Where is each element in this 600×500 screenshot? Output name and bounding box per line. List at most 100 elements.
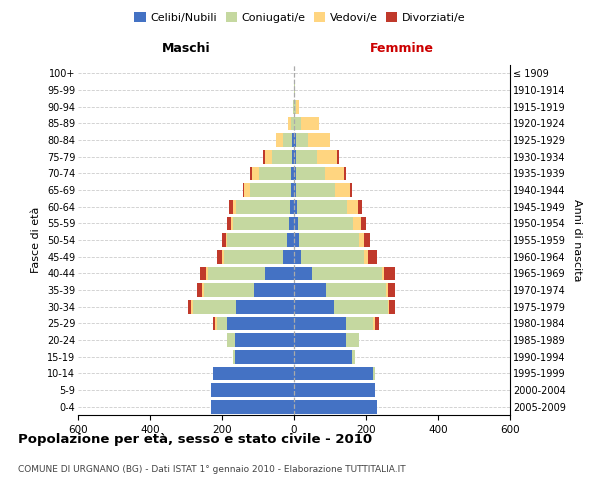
Bar <box>297 200 347 213</box>
Bar <box>191 300 193 314</box>
Bar <box>344 166 346 180</box>
Text: Popolazione per età, sesso e stato civile - 2010: Popolazione per età, sesso e stato civil… <box>18 432 372 446</box>
Bar <box>290 200 294 213</box>
Bar <box>294 283 326 297</box>
Bar <box>325 166 344 180</box>
Bar <box>263 150 265 164</box>
Bar <box>375 316 379 330</box>
Bar <box>368 250 377 264</box>
Bar <box>265 150 272 164</box>
Bar <box>211 400 294 413</box>
Bar <box>229 200 233 213</box>
Y-axis label: Fasce di età: Fasce di età <box>31 207 41 273</box>
Bar <box>347 200 358 213</box>
Bar <box>359 233 364 247</box>
Bar <box>294 116 301 130</box>
Y-axis label: Anni di nascita: Anni di nascita <box>572 198 583 281</box>
Bar <box>364 233 370 247</box>
Bar <box>222 233 226 247</box>
Bar <box>236 300 294 314</box>
Bar <box>294 166 296 180</box>
Bar <box>389 300 395 314</box>
Bar <box>233 216 289 230</box>
Bar <box>373 366 375 380</box>
Bar <box>227 233 287 247</box>
Bar <box>250 166 251 180</box>
Text: COMUNE DI URGNANO (BG) - Dati ISTAT 1° gennaio 2010 - Elaborazione TUTTITALIA.IT: COMUNE DI URGNANO (BG) - Dati ISTAT 1° g… <box>18 466 406 474</box>
Bar <box>294 266 312 280</box>
Bar <box>382 266 384 280</box>
Bar <box>251 166 259 180</box>
Bar <box>254 283 294 297</box>
Bar <box>292 150 294 164</box>
Bar <box>283 250 294 264</box>
Bar <box>217 316 227 330</box>
Bar <box>294 250 301 264</box>
Bar <box>301 116 319 130</box>
Bar <box>213 316 215 330</box>
Bar <box>317 150 337 164</box>
Bar <box>294 300 334 314</box>
Bar <box>296 150 317 164</box>
Bar <box>227 216 231 230</box>
Bar <box>298 216 353 230</box>
Bar <box>353 216 361 230</box>
Bar <box>291 183 294 197</box>
Bar <box>358 200 362 213</box>
Bar <box>272 150 292 164</box>
Bar <box>294 366 373 380</box>
Bar <box>197 283 202 297</box>
Bar <box>294 333 346 347</box>
Text: Femmine: Femmine <box>370 42 434 55</box>
Bar <box>294 100 296 114</box>
Bar <box>226 233 227 247</box>
Bar <box>294 216 298 230</box>
Bar <box>233 350 235 364</box>
Bar <box>352 350 355 364</box>
Bar <box>208 266 265 280</box>
Bar <box>215 316 217 330</box>
Bar <box>206 266 208 280</box>
Bar <box>292 133 294 147</box>
Bar <box>296 166 325 180</box>
Bar <box>222 250 224 264</box>
Bar <box>294 316 346 330</box>
Bar <box>265 266 294 280</box>
Bar <box>283 133 292 147</box>
Bar <box>213 366 294 380</box>
Bar <box>288 116 291 130</box>
Bar <box>337 150 339 164</box>
Bar <box>193 300 236 314</box>
Bar <box>373 316 375 330</box>
Bar <box>231 216 233 230</box>
Bar <box>386 283 388 297</box>
Bar <box>235 333 294 347</box>
Bar <box>287 233 294 247</box>
Bar <box>276 133 283 147</box>
Bar <box>294 383 375 397</box>
Bar <box>293 100 294 114</box>
Bar <box>388 300 389 314</box>
Bar <box>346 333 359 347</box>
Bar <box>346 316 373 330</box>
Bar <box>294 183 296 197</box>
Bar <box>350 183 352 197</box>
Bar <box>364 250 368 264</box>
Bar <box>291 116 294 130</box>
Bar <box>227 333 235 347</box>
Bar <box>217 250 222 264</box>
Bar <box>224 250 283 264</box>
Bar <box>296 100 299 114</box>
Bar <box>361 216 366 230</box>
Bar <box>188 300 191 314</box>
Bar <box>235 350 294 364</box>
Bar <box>294 400 377 413</box>
Bar <box>250 183 291 197</box>
Bar <box>312 266 382 280</box>
Bar <box>202 283 204 297</box>
Bar <box>296 133 308 147</box>
Bar <box>291 166 294 180</box>
Bar <box>335 183 350 197</box>
Legend: Celibi/Nubili, Coniugati/e, Vedovi/e, Divorziati/e: Celibi/Nubili, Coniugati/e, Vedovi/e, Di… <box>130 8 470 28</box>
Bar <box>296 183 335 197</box>
